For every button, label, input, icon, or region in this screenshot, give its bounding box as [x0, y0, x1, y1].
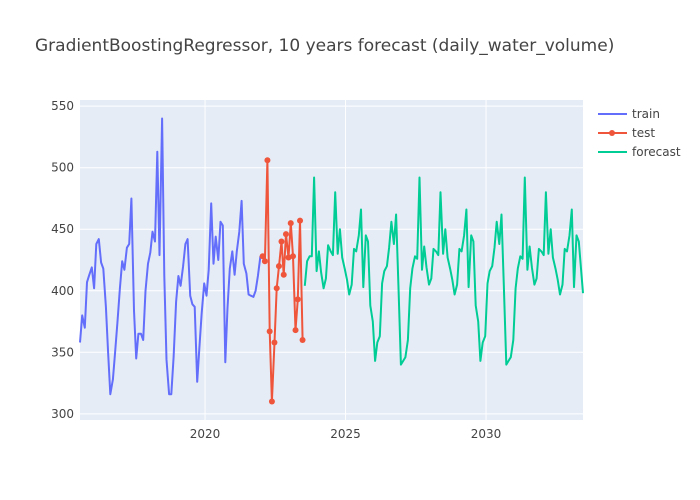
x-tick-label: 2025 — [330, 427, 361, 441]
x-tick-label: 2030 — [471, 427, 502, 441]
data-point-test — [268, 398, 275, 405]
legend-item-test[interactable]: test — [598, 126, 655, 140]
legend-label: forecast — [632, 145, 681, 159]
series-line-forecast — [303, 176, 584, 366]
series-line-test — [261, 159, 304, 403]
data-point-test — [287, 220, 294, 227]
y-tick-label: 350 — [51, 345, 74, 359]
data-point-test — [292, 327, 299, 334]
data-point-test — [294, 296, 301, 303]
x-tick-label: 2020 — [190, 427, 221, 441]
chart-title: GradientBoostingRegressor, 10 years fore… — [35, 36, 614, 56]
legend-item-train[interactable]: train — [598, 107, 660, 121]
data-point-test — [259, 253, 266, 260]
data-point-test — [273, 285, 280, 292]
legend-label: test — [632, 126, 655, 140]
data-point-test — [271, 339, 278, 346]
tick-labels: 300 350 400 450 500 550 2020 2025 2030 — [51, 99, 501, 441]
y-tick-label: 550 — [51, 99, 74, 113]
series-line-train — [79, 117, 262, 396]
legend-marker — [609, 130, 615, 136]
data-point-test — [299, 337, 306, 343]
y-tick-label: 400 — [51, 284, 74, 298]
data-point-test — [280, 271, 287, 278]
legend-label: train — [632, 107, 660, 121]
y-tick-label: 500 — [51, 161, 74, 175]
data-point-test — [285, 254, 292, 261]
data-point-test — [275, 263, 282, 270]
y-tick-label: 300 — [51, 407, 74, 421]
data-point-test — [261, 258, 268, 265]
data-point-test — [297, 217, 304, 224]
series-layer — [79, 117, 584, 405]
y-tick-label: 450 — [51, 222, 74, 236]
legend-item-forecast[interactable]: forecast — [598, 145, 681, 159]
data-point-test — [278, 238, 285, 245]
plot-area — [80, 100, 583, 420]
data-point-test — [290, 253, 297, 260]
data-point-test — [282, 231, 289, 238]
data-point-test — [264, 157, 271, 164]
legend[interactable]: train test forecast — [598, 107, 681, 159]
data-point-test — [266, 328, 273, 335]
